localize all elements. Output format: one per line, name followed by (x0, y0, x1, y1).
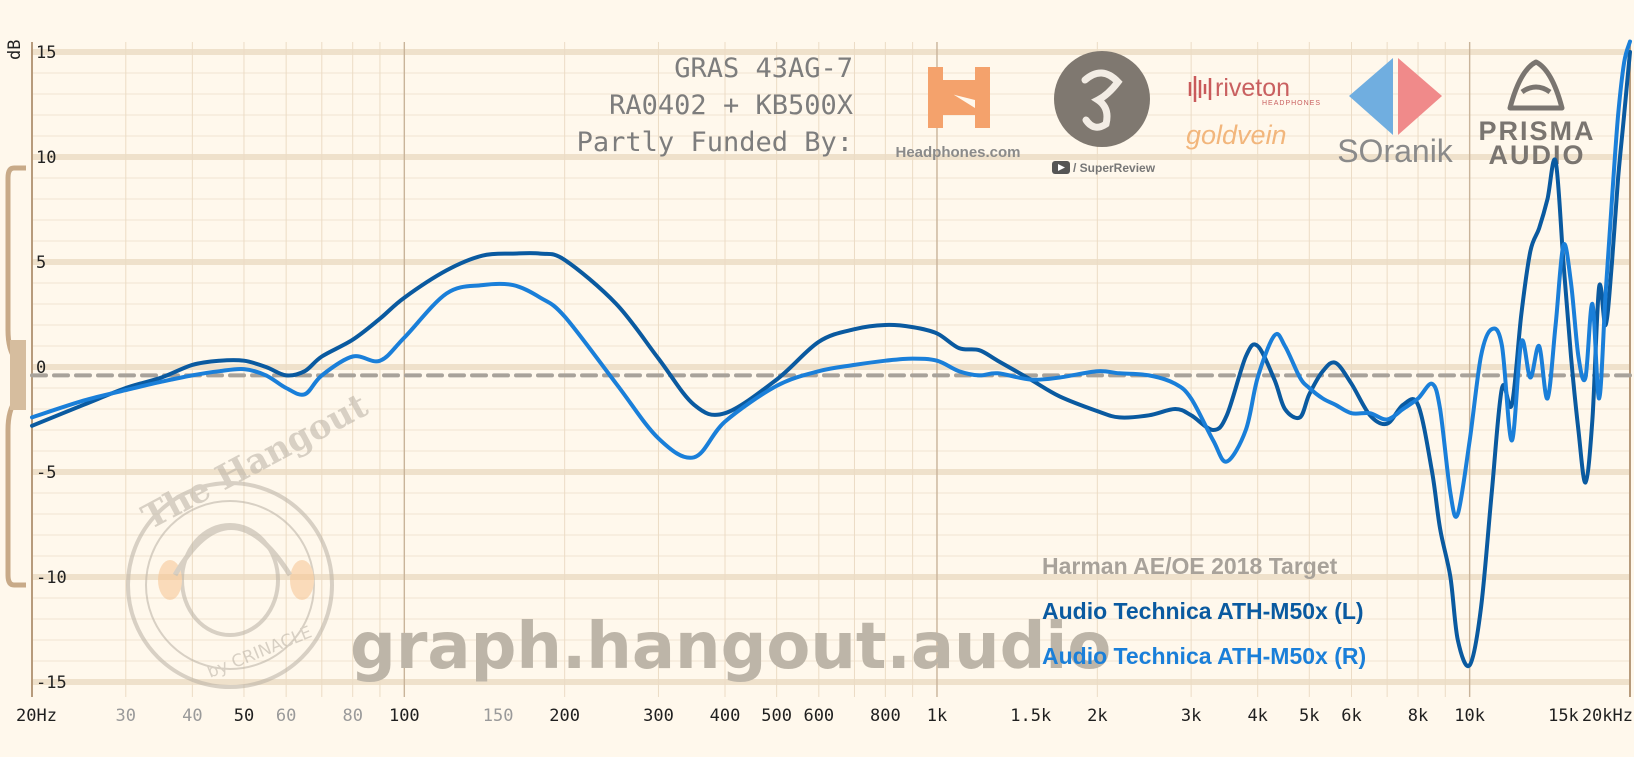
prisma-mountain-icon (1507, 59, 1565, 111)
left-bracket-pad (10, 340, 26, 410)
badge-ring-icon (126, 481, 334, 689)
grid-band-15 (32, 49, 1630, 55)
site-watermark: graph.hangout.audio (350, 610, 1111, 684)
curves (30, 39, 1632, 669)
legend-item-right: Audio Technica ATH-M50x (R) (1042, 643, 1366, 669)
badge-right-earcup-icon (290, 560, 314, 600)
x-tick-label: 50 (234, 706, 254, 726)
x-tick-label: 4k (1247, 706, 1267, 726)
x-tick-label: 80 (342, 706, 362, 726)
prisma-text-line1: PRISMA (1478, 116, 1595, 146)
x-tick-label: 100 (389, 706, 420, 726)
x-tick-label: 800 (870, 706, 901, 726)
riveton-subtext: HEADPHONES (1262, 100, 1321, 107)
x-tick-label: 500 (761, 706, 792, 726)
x-tick-label: 2k (1087, 706, 1107, 726)
x-tick-label: 300 (643, 706, 674, 726)
funded-by-label: Partly Funded By: (577, 127, 853, 158)
x-tick-label: 30 (116, 706, 136, 726)
y-tick-label: -10 (36, 568, 67, 588)
headphones-com-logo: Headphones.com (895, 67, 1021, 161)
series-line-1 (30, 50, 1632, 669)
prisma-audio-logo: PRISMA AUDIO (1478, 59, 1595, 170)
x-axis-ticks: 20Hz 30 40 50 60 80 100 150 200 300 400 500 600 800 1k… (16, 706, 1633, 726)
prisma-text-line2: AUDIO (1489, 140, 1586, 170)
y-tick-label: -5 (36, 463, 56, 483)
x-tick-label: 3k (1181, 706, 1201, 726)
soranik-left-triangle-icon (1349, 58, 1393, 135)
grid-band--10 (32, 574, 1630, 580)
grid-band--5 (32, 469, 1630, 475)
headphones-com-text: Headphones.com (895, 144, 1020, 161)
x-tick-label: 20Hz (16, 706, 57, 726)
soranik-right-triangle-icon (1398, 58, 1442, 135)
riveton-logo: riveton HEADPHONES goldvein (1186, 74, 1321, 150)
soranik-text: SOranik (1337, 133, 1454, 169)
x-tick-label: 8k (1408, 706, 1428, 726)
x-tick-label: 10k (1454, 706, 1485, 726)
x-tick-label: 6k (1341, 706, 1361, 726)
superreview-s-icon (1081, 69, 1123, 131)
youtube-play-icon (1058, 164, 1065, 171)
rig-line-2: RA0402 + KB500X (609, 90, 853, 121)
x-tick-label: 40 (182, 706, 202, 726)
x-tick-label: 400 (710, 706, 741, 726)
y-tick-label: -15 (36, 673, 67, 693)
grid-band--15 (32, 679, 1630, 685)
y-tick-label: 10 (36, 148, 56, 168)
grid-band-5 (32, 259, 1630, 265)
y-tick-label: 5 (36, 253, 46, 273)
legend: Harman AE/OE 2018 Target Audio Technica … (1042, 553, 1366, 669)
headphones-com-mark-icon (928, 67, 990, 128)
x-tick-label: 20kHz (1582, 706, 1633, 726)
y-axis-unit-label: dB (5, 40, 25, 60)
series-line-2 (30, 39, 1632, 519)
x-tick-label: 60 (276, 706, 296, 726)
superreview-text: / SuperReview (1073, 161, 1156, 175)
soranik-logo: SOranik (1337, 58, 1454, 169)
x-tick-label: 15k (1548, 706, 1579, 726)
x-tick-label: 1k (927, 706, 947, 726)
legend-item-target: Harman AE/OE 2018 Target (1042, 553, 1338, 579)
badge-headband-icon (172, 525, 293, 577)
grid-band-10 (32, 154, 1630, 160)
x-tick-label: 600 (803, 706, 834, 726)
y-tick-label: 15 (36, 43, 56, 63)
y-tick-label: 0 (36, 358, 46, 378)
goldvein-text: goldvein (1186, 120, 1287, 150)
legend-item-left: Audio Technica ATH-M50x (L) (1042, 598, 1364, 624)
rig-line-1: GRAS 43AG-7 (674, 53, 853, 84)
x-tick-label: 200 (549, 706, 580, 726)
riveton-waveform-icon (1188, 76, 1212, 102)
y-axis-ticks: 15 10 5 0 -5 -10 -15 (36, 43, 67, 693)
badge-inner-ring-icon (145, 500, 315, 670)
x-tick-label: 150 (483, 706, 514, 726)
superreview-logo: / SuperReview (1052, 51, 1156, 175)
x-tick-label: 5k (1299, 706, 1319, 726)
riveton-text: riveton (1215, 74, 1290, 102)
x-tick-label: 1.5k (1010, 706, 1051, 726)
